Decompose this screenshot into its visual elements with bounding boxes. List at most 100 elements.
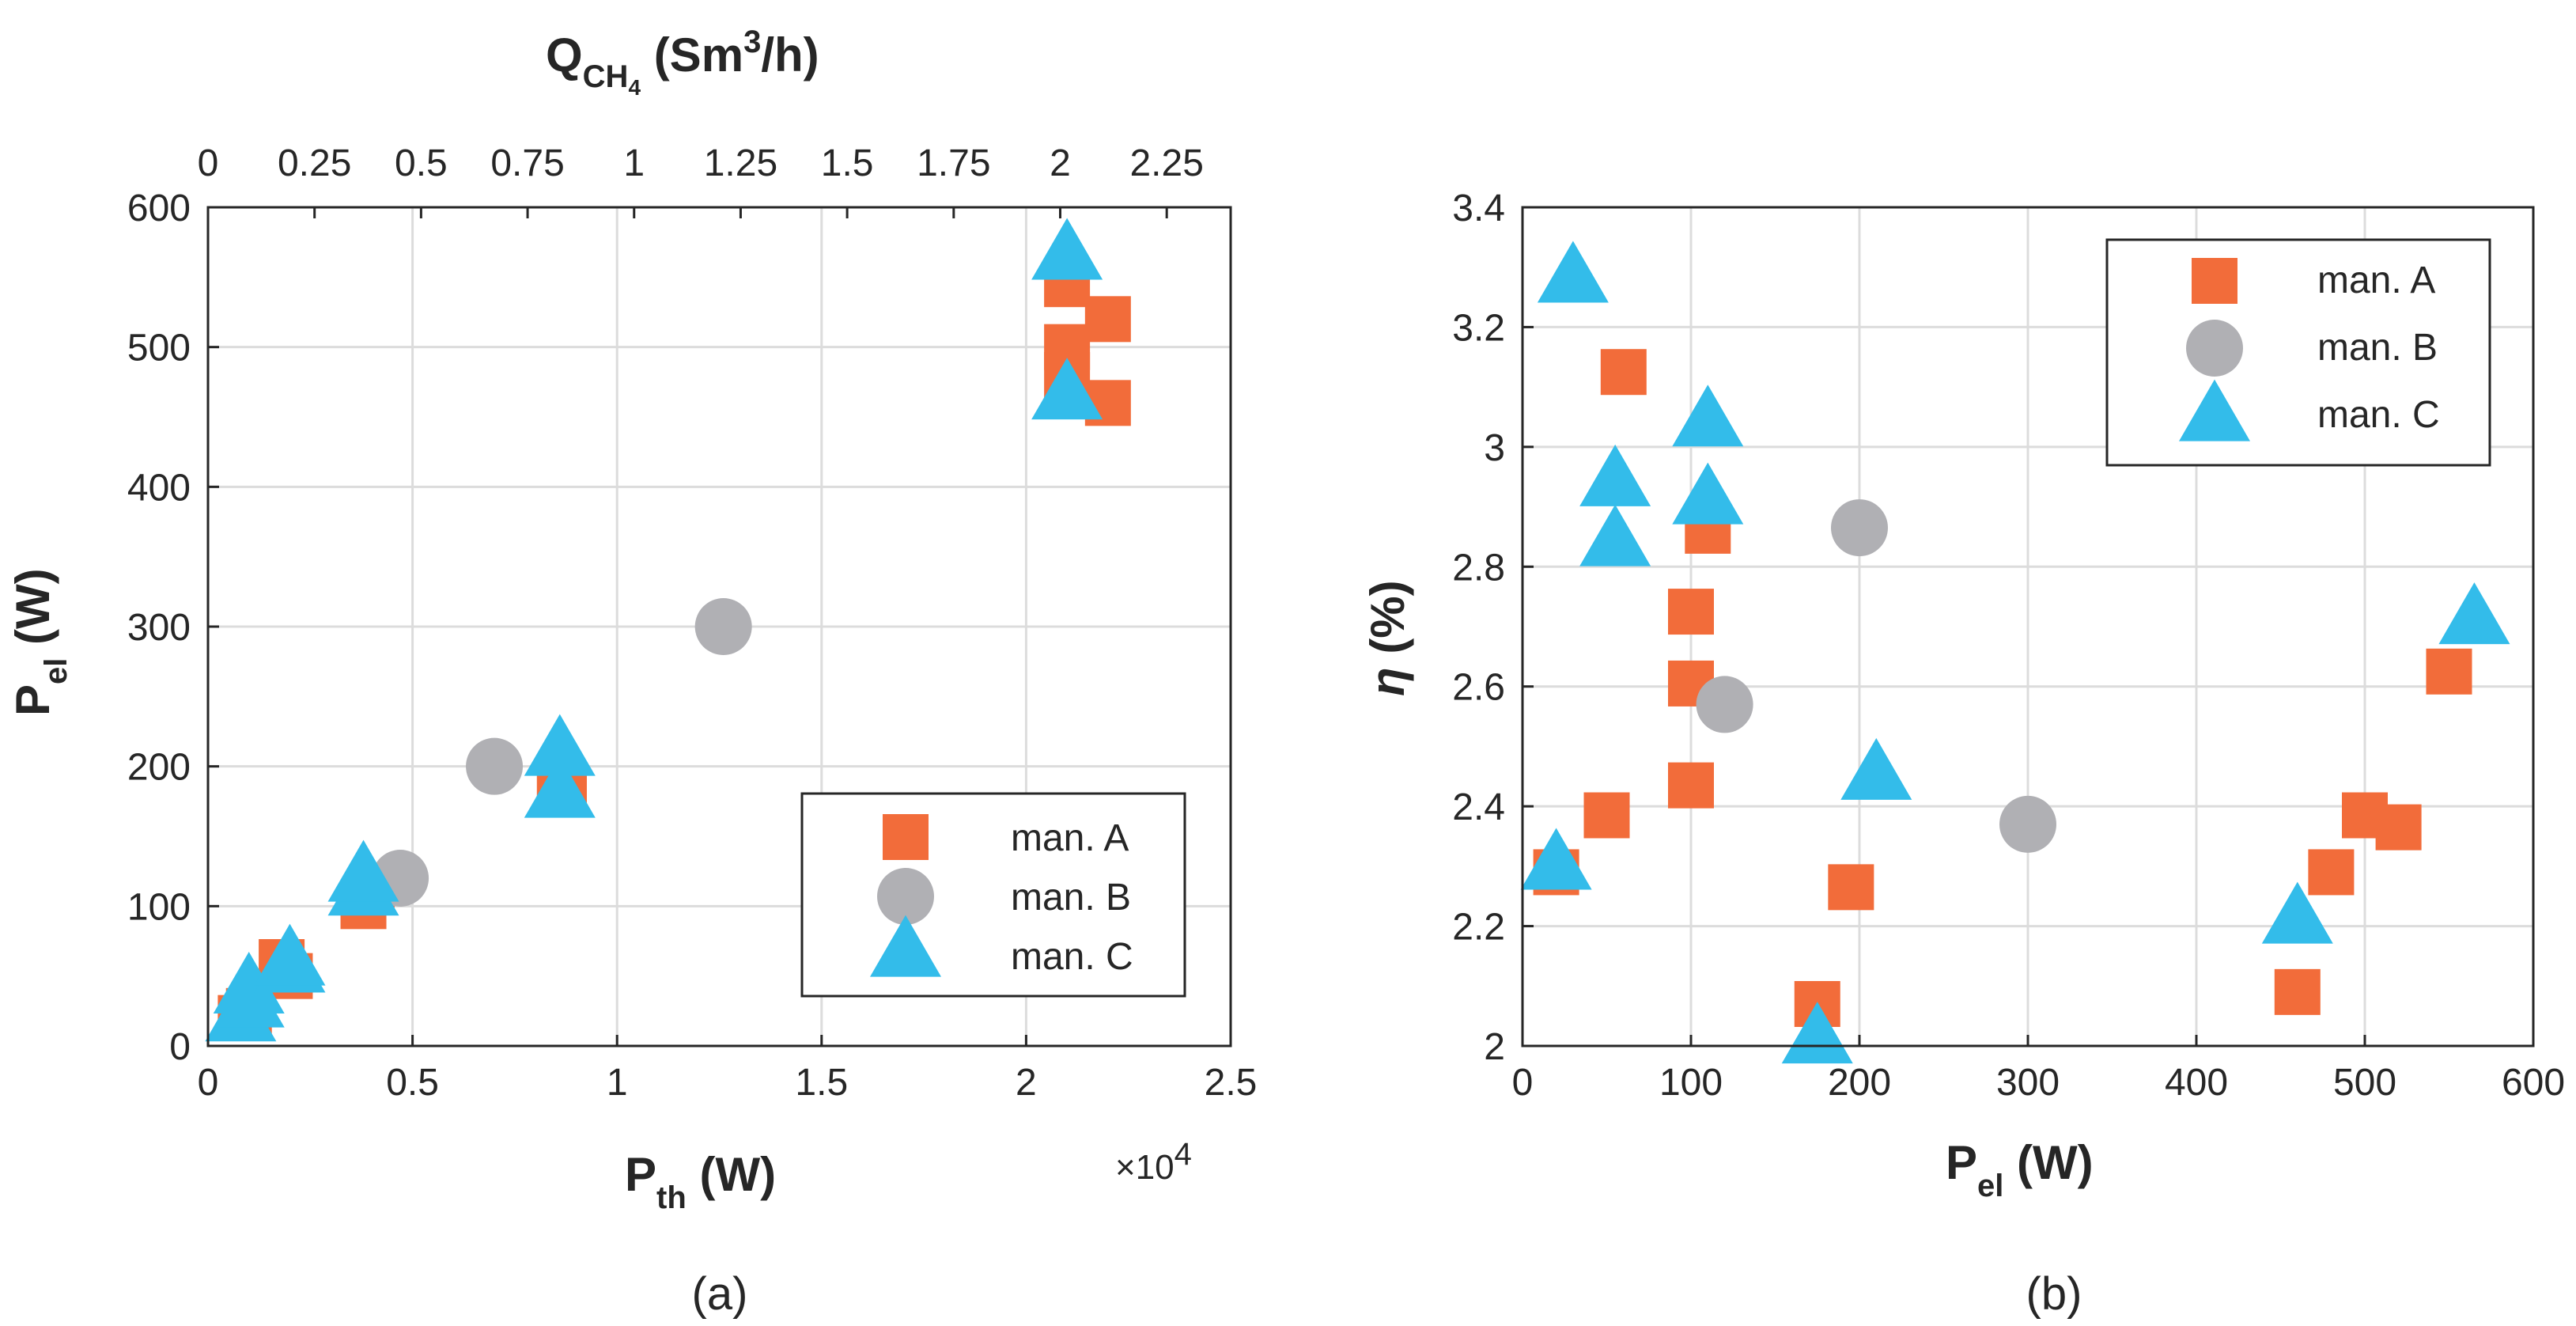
panel-b-ticks: 0 100 200 300 400 500 600 2 2.2 2.4 2.6 2.8 3 3.2 3.4 — [1452, 188, 2565, 1104]
data-point-triangle — [327, 839, 399, 902]
panel-b-legend-a: man. A — [2317, 260, 2435, 301]
legend-marker-circle — [877, 868, 934, 925]
x-tick-label: 1.5 — [795, 1062, 848, 1104]
panel-a-legend-b: man. B — [1011, 877, 1131, 919]
legend-marker-triangle — [870, 915, 941, 977]
top-x-tick-label: 0.75 — [490, 142, 564, 184]
x-tick-label: 2.5 — [1205, 1062, 1258, 1104]
data-point-triangle — [1537, 241, 1609, 303]
panel-b: 0 100 200 300 400 500 60022.22.42.62.833.23.4 … — [1361, 188, 2565, 1320]
data-point-circle — [1999, 795, 2056, 853]
y-tick-label: 2.4 — [1452, 786, 1505, 828]
x-tick-label: 300 — [1996, 1062, 2060, 1104]
panel-a-legend-box — [800, 792, 1186, 998]
top-x-tick-label: 0 — [198, 142, 219, 184]
x-tick-label: 400 — [2165, 1062, 2228, 1104]
panel-b-caption: (b) — [2026, 1268, 2082, 1320]
y-tick-label: 400 — [127, 467, 191, 509]
data-point-square — [1828, 864, 1874, 911]
y-tick-label: 2.6 — [1452, 667, 1505, 709]
x-tick-label: 200 — [1828, 1062, 1891, 1104]
data-point-square — [2375, 804, 2422, 851]
panel-a-legend-markers — [870, 814, 941, 977]
data-point-triangle — [1840, 737, 1912, 800]
panel-b-legend: man. A man. B man. C — [2105, 238, 2491, 467]
data-point-triangle — [1520, 828, 1592, 890]
panel-a-legend-c: man. C — [1011, 936, 1133, 978]
data-point-square — [2426, 648, 2472, 695]
top-x-tick-label: 0.25 — [278, 142, 351, 184]
legend-marker-square — [883, 814, 929, 860]
panel-a-legend-a: man. A — [1011, 817, 1129, 859]
top-x-tick-label: 1 — [623, 142, 645, 184]
legend-marker-square — [2192, 258, 2237, 304]
data-point-circle — [1696, 676, 1753, 733]
top-x-tick-label: 1.25 — [704, 142, 777, 184]
data-point-triangle — [1781, 1002, 1853, 1064]
legend-marker-circle — [2186, 320, 2243, 377]
panel-b-marks — [1520, 241, 2510, 1064]
x-tick-label: 600 — [2502, 1062, 2565, 1104]
y-tick-label: 100 — [127, 886, 191, 928]
data-point-square — [2308, 849, 2355, 896]
data-point-triangle — [524, 756, 596, 818]
data-point-triangle — [524, 714, 596, 776]
top-x-tick-label: 2 — [1050, 142, 1071, 184]
y-tick-label: 300 — [127, 607, 191, 649]
data-point-triangle — [1031, 218, 1103, 280]
y-tick-label: 2.8 — [1452, 547, 1505, 589]
data-point-triangle — [1031, 358, 1103, 420]
data-point-triangle — [1579, 444, 1651, 506]
y-tick-label: 3.2 — [1452, 307, 1505, 349]
legend-marker-triangle — [2179, 379, 2250, 441]
data-point-triangle — [2438, 582, 2510, 645]
data-point-square — [1668, 762, 1714, 809]
x-tick-label: 0 — [198, 1062, 219, 1104]
x-tick-label: 100 — [1659, 1062, 1723, 1104]
y-tick-label: 3 — [1484, 427, 1505, 469]
panel-a-top-xlabel: QCH4 (Sm3/h) — [546, 25, 819, 100]
panel-b-legend-c: man. C — [2317, 394, 2440, 436]
panel-b-ylabel: η (%) — [1361, 580, 1414, 696]
y-tick-label: 600 — [127, 188, 191, 229]
data-point-square — [1668, 589, 1714, 635]
x-tick-label: 0 — [1512, 1062, 1534, 1104]
data-point-triangle — [254, 923, 326, 986]
top-x-tick-label: 2.25 — [1129, 142, 1203, 184]
y-tick-label: 500 — [127, 328, 191, 369]
x-tick-label: 500 — [2333, 1062, 2396, 1104]
data-point-triangle — [213, 951, 285, 1013]
top-x-tick-label: 1.5 — [821, 142, 874, 184]
data-point-triangle — [1579, 504, 1651, 566]
x-tick-label: 2 — [1016, 1062, 1037, 1104]
panel-a-ylabel: Pel (W) — [6, 568, 74, 716]
data-point-square — [1600, 349, 1647, 396]
data-point-square — [1084, 296, 1131, 343]
panel-a-x-exponent: ×104 — [1115, 1137, 1192, 1187]
y-tick-label: 2 — [1484, 1026, 1505, 1068]
panel-b-xlabel: Pel (W) — [1946, 1136, 2094, 1203]
panel-b-legend-b: man. B — [2317, 327, 2438, 369]
data-point-square — [1583, 792, 1630, 839]
data-point-square — [2274, 968, 2321, 1015]
y-tick-label: 0 — [169, 1026, 191, 1068]
x-tick-label: 0.5 — [386, 1062, 439, 1104]
panel-a-legend: man. A man. B man. C — [800, 792, 1186, 998]
panel-a-xlabel: Pth (W) — [625, 1148, 776, 1215]
data-point-circle — [1831, 499, 1888, 557]
y-tick-label: 200 — [127, 747, 191, 789]
data-point-circle — [694, 598, 752, 655]
data-point-circle — [466, 737, 524, 795]
y-tick-label: 2.2 — [1452, 907, 1505, 949]
data-point-triangle — [2261, 881, 2333, 944]
panel-b-legend-box — [2105, 238, 2491, 467]
panel-a-marks — [205, 218, 1131, 1042]
y-tick-label: 3.4 — [1452, 188, 1505, 229]
data-point-triangle — [1672, 462, 1744, 525]
x-tick-label: 1 — [607, 1062, 628, 1104]
panel-a-caption: (a) — [692, 1268, 748, 1320]
data-point-triangle — [1672, 385, 1744, 447]
